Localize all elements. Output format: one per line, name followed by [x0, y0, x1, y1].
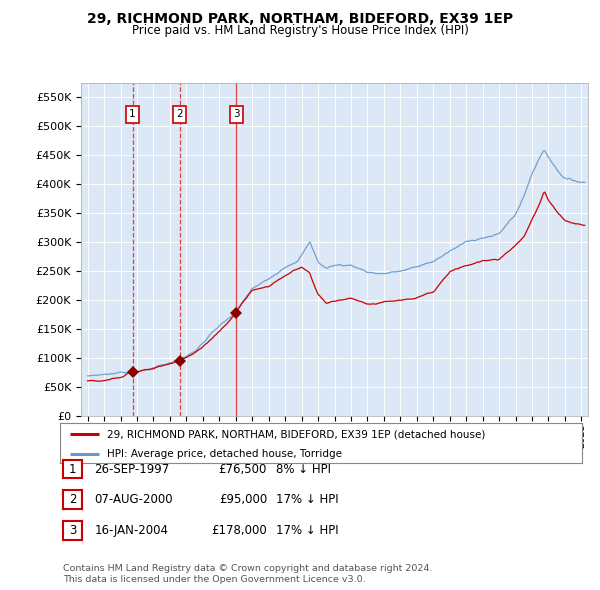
Text: 17% ↓ HPI: 17% ↓ HPI [276, 493, 338, 506]
Text: 07-AUG-2000: 07-AUG-2000 [94, 493, 173, 506]
Text: £95,000: £95,000 [219, 493, 267, 506]
Text: 1: 1 [129, 110, 136, 120]
Text: £76,500: £76,500 [218, 463, 267, 476]
Text: 29, RICHMOND PARK, NORTHAM, BIDEFORD, EX39 1EP: 29, RICHMOND PARK, NORTHAM, BIDEFORD, EX… [87, 12, 513, 26]
Text: 26-SEP-1997: 26-SEP-1997 [94, 463, 169, 476]
Text: Price paid vs. HM Land Registry's House Price Index (HPI): Price paid vs. HM Land Registry's House … [131, 24, 469, 37]
Text: 2: 2 [176, 110, 183, 120]
Text: 2: 2 [69, 493, 76, 506]
Text: 8% ↓ HPI: 8% ↓ HPI [276, 463, 331, 476]
Text: 29, RICHMOND PARK, NORTHAM, BIDEFORD, EX39 1EP (detached house): 29, RICHMOND PARK, NORTHAM, BIDEFORD, EX… [107, 430, 485, 440]
Text: This data is licensed under the Open Government Licence v3.0.: This data is licensed under the Open Gov… [63, 575, 365, 584]
Text: 17% ↓ HPI: 17% ↓ HPI [276, 524, 338, 537]
Text: 3: 3 [69, 524, 76, 537]
Text: 16-JAN-2004: 16-JAN-2004 [94, 524, 168, 537]
Text: 3: 3 [233, 110, 240, 120]
Text: HPI: Average price, detached house, Torridge: HPI: Average price, detached house, Torr… [107, 450, 342, 460]
Text: Contains HM Land Registry data © Crown copyright and database right 2024.: Contains HM Land Registry data © Crown c… [63, 565, 433, 573]
Text: £178,000: £178,000 [211, 524, 267, 537]
Text: 1: 1 [69, 463, 76, 476]
